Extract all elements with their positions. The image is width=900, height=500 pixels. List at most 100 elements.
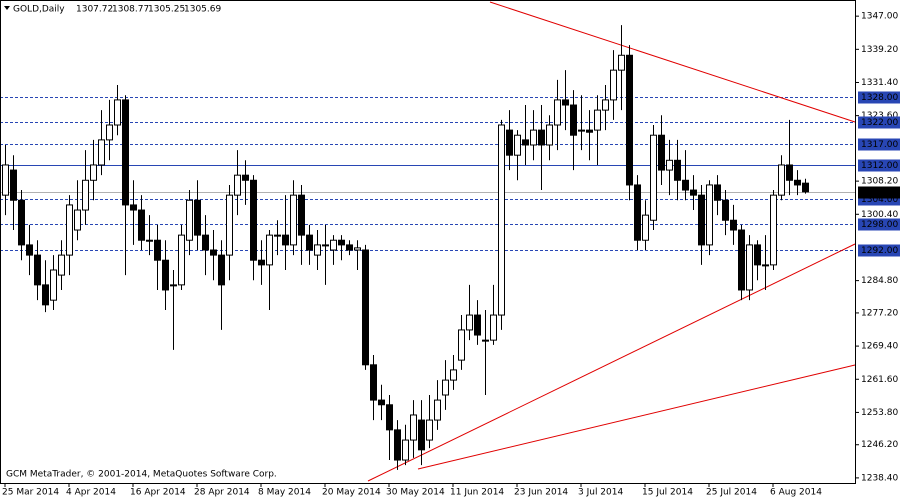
candle-body <box>610 69 617 101</box>
candles <box>2 25 809 470</box>
candle-body <box>394 429 401 461</box>
candle-body <box>458 329 465 361</box>
candle-body <box>298 194 305 236</box>
candle-body <box>642 214 649 241</box>
level-label: 1312.00 <box>861 161 898 171</box>
level-tag <box>858 159 900 172</box>
level-tag <box>858 138 900 151</box>
candle-body <box>170 284 177 287</box>
menu-arrow <box>4 6 10 10</box>
candle-body <box>578 129 585 132</box>
candle-body <box>130 204 137 211</box>
level-tag <box>858 91 900 104</box>
candle-body <box>722 199 729 221</box>
candle-body <box>266 234 273 266</box>
y-tick-label: 1331.40 <box>861 78 898 88</box>
candle-body <box>66 204 73 256</box>
y-tick-label: 1246.20 <box>861 440 898 450</box>
candle-body <box>562 99 569 106</box>
level-label: 1298.00 <box>861 220 898 230</box>
y-tick-label: 1261.60 <box>861 375 898 385</box>
candle-body <box>178 234 185 286</box>
candle-body <box>602 99 609 111</box>
y-tick-label: 1323.60 <box>861 111 898 121</box>
candle-body <box>194 199 201 236</box>
candle-body <box>218 254 225 286</box>
x-tick-label: 6 Aug 2014 <box>770 488 822 498</box>
candle-body <box>162 259 169 291</box>
candle-body <box>26 244 33 256</box>
y-tick-label: 1269.40 <box>861 342 898 352</box>
y-tick-label: 1284.80 <box>861 276 898 286</box>
candle-body <box>570 104 577 136</box>
candle-body <box>450 369 457 381</box>
candle-body <box>306 234 313 251</box>
candle-body <box>514 134 521 156</box>
price-label: 1305.69 <box>861 188 898 198</box>
y-tick-label: 1253.80 <box>861 408 898 418</box>
x-tick-label: 11 Jun 2014 <box>450 488 504 498</box>
candle-body <box>794 179 801 186</box>
level-label: 1304.00 <box>861 195 898 205</box>
candle-body <box>418 419 425 451</box>
x-tick-label: 30 May 2014 <box>386 488 445 498</box>
candle-body <box>770 194 777 266</box>
candle-body <box>426 419 433 441</box>
y-tick-label: 1347.00 <box>861 12 898 22</box>
trend-line <box>489 1 856 123</box>
candle-body <box>370 364 377 401</box>
candle-body <box>106 124 113 141</box>
candle-body <box>2 164 9 196</box>
candle-body <box>290 194 297 246</box>
candle-body <box>730 219 737 231</box>
candle-body <box>434 399 441 421</box>
x-tick-label: 20 May 2014 <box>322 488 381 498</box>
candle-body <box>42 284 49 306</box>
candle-body <box>82 179 89 211</box>
candle-body <box>762 264 769 267</box>
candle-body <box>242 174 249 181</box>
candle-body <box>338 239 345 246</box>
y-tick-label: 1300.40 <box>861 210 898 220</box>
candle-body <box>322 244 329 247</box>
candle-body <box>746 244 753 291</box>
candle-body <box>386 404 393 431</box>
candle-body <box>314 244 321 256</box>
candle-body <box>58 254 65 276</box>
x-tick-label: 15 Jul 2014 <box>642 488 693 498</box>
candle-body <box>474 314 481 336</box>
trend-line <box>367 243 856 482</box>
candle-body <box>90 164 97 181</box>
y-tick-label: 1308.20 <box>861 177 898 187</box>
candle-body <box>98 139 105 166</box>
candle-body <box>546 124 553 146</box>
candle-body <box>258 259 265 266</box>
candle-body <box>354 247 361 251</box>
candle-body <box>586 129 593 133</box>
candle-body <box>138 209 145 241</box>
candle-body <box>658 134 665 171</box>
candle-body <box>466 314 473 331</box>
level-tag <box>858 116 900 129</box>
candle-body <box>10 169 17 201</box>
candle-body <box>626 54 633 186</box>
level-tag <box>858 218 900 231</box>
candle-body <box>330 239 337 251</box>
levels <box>0 97 855 251</box>
candle-body <box>186 199 193 241</box>
header-open: 1307.72 <box>76 5 113 15</box>
candle-body <box>690 189 697 196</box>
candle-body <box>362 249 369 366</box>
candle-body <box>74 209 81 231</box>
candle-body <box>410 414 417 441</box>
level-label: 1292.00 <box>861 246 898 256</box>
candle-body <box>522 139 529 146</box>
candle-body <box>698 194 705 246</box>
candle-body <box>786 164 793 181</box>
candle-body <box>50 269 57 301</box>
candle-body <box>506 129 513 156</box>
candle-body <box>18 199 25 246</box>
candle-body <box>706 184 713 246</box>
candle-body <box>378 399 385 406</box>
